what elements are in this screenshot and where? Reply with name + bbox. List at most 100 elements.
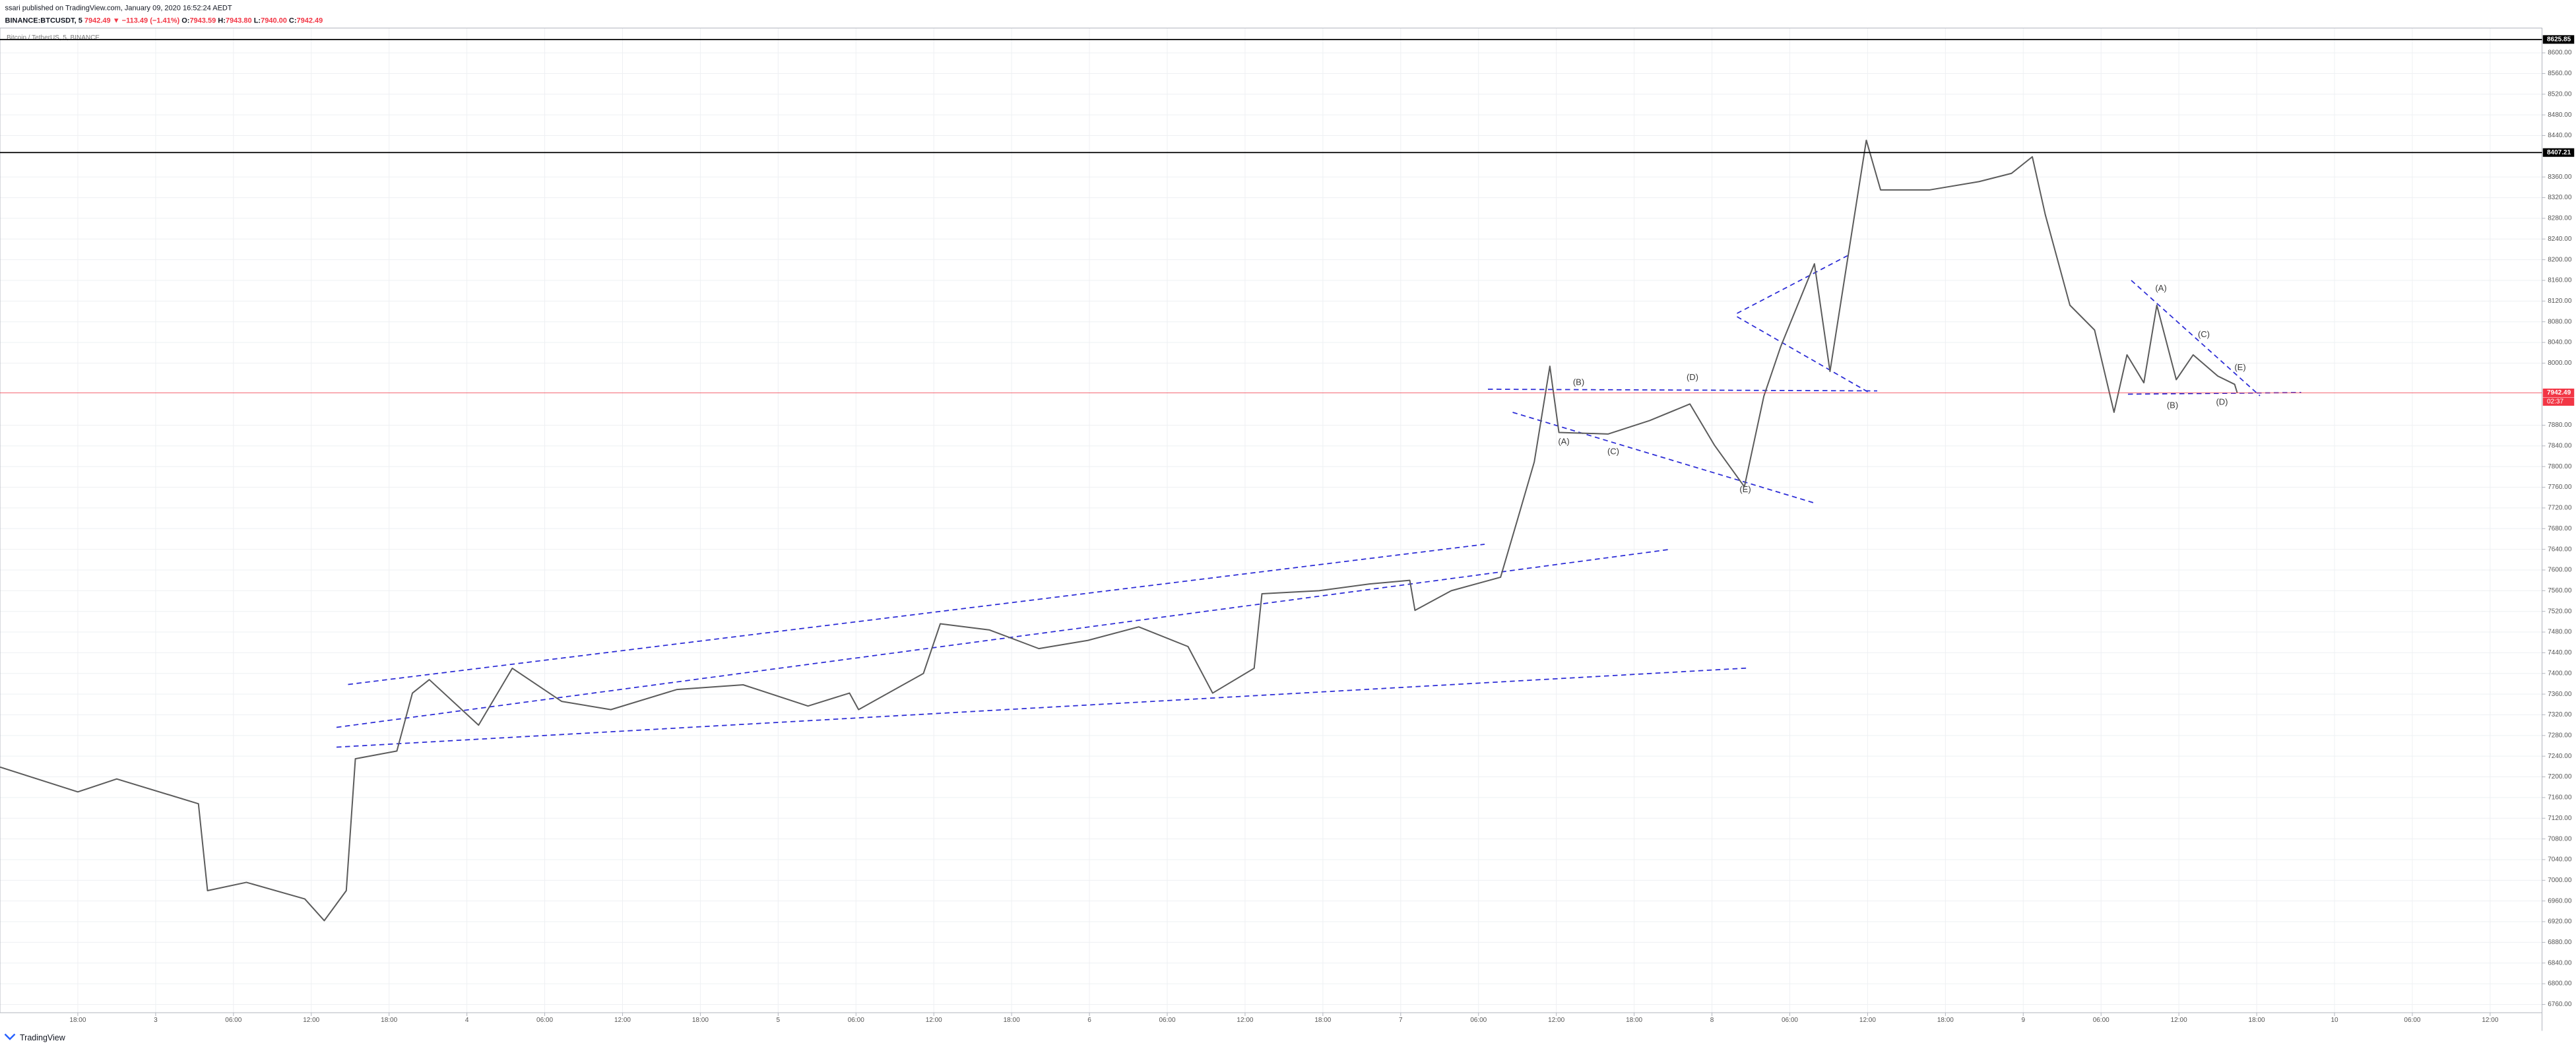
trendline <box>2131 280 2261 397</box>
y-tick-label: 6800.00 <box>2548 980 2572 988</box>
y-tick-label: 7440.00 <box>2548 649 2572 656</box>
trendline <box>2127 392 2302 395</box>
close-label: C: <box>289 16 297 24</box>
x-tick-label: 06:00 <box>225 1017 242 1024</box>
y-tick-label: 8360.00 <box>2548 174 2572 181</box>
x-tick-label: 6 <box>1087 1017 1091 1024</box>
y-tick-label: 8200.00 <box>2548 256 2572 263</box>
x-tick-label: 12:00 <box>1548 1017 1564 1024</box>
x-tick-label: 18:00 <box>69 1017 86 1024</box>
low-label: L: <box>254 16 261 24</box>
x-tick-label: 10 <box>2331 1017 2338 1024</box>
trendline <box>1512 412 1815 504</box>
price-box-label: 8625.85 <box>2547 36 2571 43</box>
x-tick-label: 12:00 <box>2482 1017 2498 1024</box>
open-label: O: <box>181 16 189 24</box>
wave-label: (E) <box>2234 362 2245 372</box>
y-tick-label: 7200.00 <box>2548 773 2572 780</box>
high-label: H: <box>218 16 226 24</box>
y-tick-label: 7720.00 <box>2548 505 2572 512</box>
wave-labels: (A) (B) (C) (D) (E) (A) (B) (C) (D) (E) <box>1558 283 2245 494</box>
y-tick-label: 6840.00 <box>2548 959 2572 967</box>
y-tick-label: 8160.00 <box>2548 277 2572 284</box>
trendline <box>1737 255 1848 314</box>
marks <box>0 38 2542 922</box>
y-tick-label: 8440.00 <box>2548 132 2572 139</box>
x-tick-label: 06:00 <box>536 1017 553 1024</box>
y-tick-label: 7480.00 <box>2548 629 2572 636</box>
wave-label: (A) <box>2155 283 2166 293</box>
x-tick-label: 06:00 <box>1782 1017 1798 1024</box>
y-tick-label: 7600.00 <box>2548 567 2572 574</box>
x-tick-label: 8 <box>1710 1017 1714 1024</box>
y-tick-label: 7880.00 <box>2548 422 2572 429</box>
x-tick-label: 5 <box>777 1017 781 1024</box>
y-tick-label: 8560.00 <box>2548 70 2572 77</box>
x-tick-label: 18:00 <box>381 1017 397 1024</box>
y-tick-label: 7560.00 <box>2548 587 2572 594</box>
y-tick-label: 6960.00 <box>2548 897 2572 904</box>
close: 7942.49 <box>297 16 323 24</box>
x-tick-label: 18:00 <box>1937 1017 1954 1024</box>
y-tick-label: 7280.00 <box>2548 732 2572 739</box>
y-tick-label: 8120.00 <box>2548 298 2572 305</box>
y-tick-label: 7240.00 <box>2548 753 2572 760</box>
x-tick-label: 12:00 <box>614 1017 631 1024</box>
y-tick-label: 7640.00 <box>2548 546 2572 553</box>
x-tick-label: 18:00 <box>2249 1017 2265 1024</box>
x-tick-label: 18:00 <box>1314 1017 1331 1024</box>
grid <box>0 28 2542 1013</box>
trendline <box>336 667 1749 748</box>
x-tick-label: 7 <box>1399 1017 1403 1024</box>
y-tick-label: 8040.00 <box>2548 339 2572 346</box>
price-box <box>2542 389 2575 398</box>
y-tick-label: 7080.00 <box>2548 835 2572 842</box>
x-tick-label: 06:00 <box>848 1017 864 1024</box>
plot-frame <box>0 28 2543 1013</box>
logo <box>4 1033 16 1040</box>
countdown-box <box>2542 397 2575 406</box>
x-tick-label: 18:00 <box>692 1017 709 1024</box>
x-tick-label: 06:00 <box>2404 1017 2420 1024</box>
x-tick-label: 06:00 <box>1159 1017 1175 1024</box>
x-tick-label: 12:00 <box>2171 1017 2187 1024</box>
y-tick-label: 7320.00 <box>2548 711 2572 718</box>
wave-label: (C) <box>1607 446 1619 456</box>
price-box-label: 8407.21 <box>2547 149 2571 156</box>
x-tick-label: 18:00 <box>1004 1017 1020 1024</box>
y-tick-label: 8080.00 <box>2548 318 2572 325</box>
symbol: BINANCE:BTCUSDT, 5 <box>5 16 82 24</box>
y-tick-label: 8240.00 <box>2548 236 2572 243</box>
x-tick-label: 9 <box>2021 1017 2025 1024</box>
wave-label: (B) <box>1573 377 1584 387</box>
price-box <box>2542 148 2575 157</box>
y-tick-label: 7800.00 <box>2548 463 2572 470</box>
x-tick-label: 12:00 <box>1237 1017 1253 1024</box>
y-tick-label: 8520.00 <box>2548 90 2572 98</box>
x-tick-label: 12:00 <box>926 1017 942 1024</box>
trendline <box>1737 316 1869 393</box>
x-tick-label: 12:00 <box>303 1017 319 1024</box>
change: ▼ −113.49 (−1.41%) <box>113 16 180 24</box>
x-tick-label: 06:00 <box>2093 1017 2109 1024</box>
wave-label: (E) <box>1739 484 1751 494</box>
byline: ssari published on TradingView.com, Janu… <box>5 4 232 12</box>
countdown: 02:37 <box>2547 398 2563 405</box>
trendline <box>348 544 1485 685</box>
open: 7943.59 <box>189 16 216 24</box>
x-tick-label: 18:00 <box>1626 1017 1642 1024</box>
legend: Bitcoin / TetherUS, 5, BINANCE <box>7 34 100 42</box>
y-tick-label: 7680.00 <box>2548 525 2572 532</box>
wave-label: (B) <box>2167 400 2178 410</box>
y-tick-label: 7160.00 <box>2548 794 2572 802</box>
wave-label: (A) <box>1558 436 1569 446</box>
y-tick-label: 7040.00 <box>2548 856 2572 864</box>
y-tick-label: 7000.00 <box>2548 877 2572 884</box>
y-tick-label: 7120.00 <box>2548 815 2572 822</box>
y-tick-label: 7360.00 <box>2548 691 2572 698</box>
y-tick-label: 8280.00 <box>2548 215 2572 222</box>
y-tick-label: 8480.00 <box>2548 111 2572 119</box>
y-tick-label: 7840.00 <box>2548 442 2572 449</box>
x-tick-label: 12:00 <box>1859 1017 1876 1024</box>
